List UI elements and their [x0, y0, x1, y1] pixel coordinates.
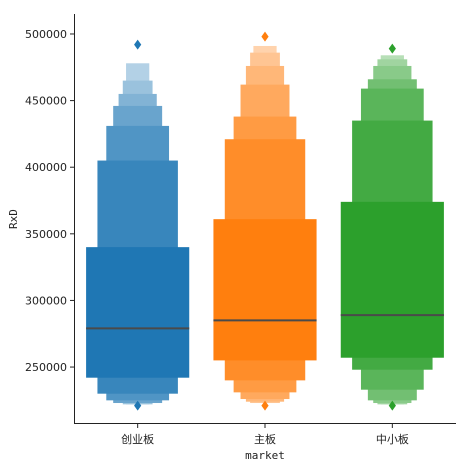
outlier-marker [261, 31, 269, 42]
outlier-marker [134, 39, 142, 50]
outlier-marker [388, 400, 396, 411]
boxen-box [86, 247, 190, 378]
y-tick-label: 350000 [25, 228, 67, 241]
boxen-box [213, 219, 317, 361]
boxes-layer [86, 45, 444, 405]
outlier-marker [134, 400, 142, 411]
x-tick-label: 中小板 [376, 432, 409, 446]
y-tick-label: 450000 [25, 95, 67, 108]
x-axis-label: market [245, 449, 285, 462]
y-tick-label: 500000 [25, 28, 67, 41]
x-tick-label: 创业板 [121, 432, 154, 446]
boxen-box [340, 201, 444, 358]
outlier-marker [388, 43, 396, 54]
y-axis-label: RxD [7, 209, 20, 229]
outlier-marker [261, 400, 269, 411]
y-ticks: 250000 300000 350000 400000 450000 500000 [25, 28, 74, 374]
y-tick-label: 400000 [25, 161, 67, 174]
y-tick-label: 250000 [25, 361, 67, 374]
y-tick-label: 300000 [25, 294, 67, 307]
x-ticks: 创业板 主板 中小板 [121, 423, 409, 446]
x-tick-label: 主板 [254, 432, 276, 446]
outliers-layer [134, 31, 396, 411]
medians-layer [86, 314, 444, 330]
